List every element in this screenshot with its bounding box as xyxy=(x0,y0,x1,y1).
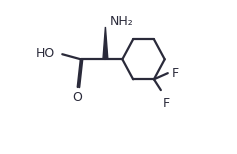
Text: O: O xyxy=(72,91,82,104)
Text: HO: HO xyxy=(36,47,55,60)
Polygon shape xyxy=(103,27,108,59)
Text: NH₂: NH₂ xyxy=(109,15,133,28)
Text: F: F xyxy=(163,97,170,110)
Text: F: F xyxy=(172,67,179,80)
